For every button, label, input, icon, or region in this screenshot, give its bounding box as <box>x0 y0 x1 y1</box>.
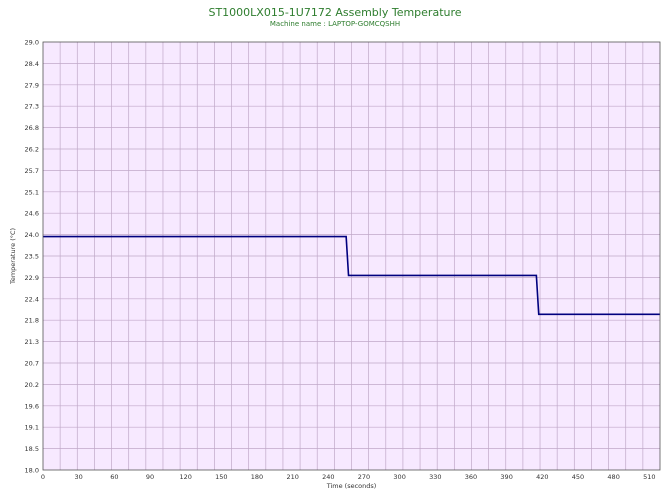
y-tick-label: 20.7 <box>25 360 39 368</box>
y-tick-label: 27.9 <box>25 81 39 89</box>
y-tick-label: 20.2 <box>25 381 39 389</box>
y-axis-label: Temperature (°C) <box>9 228 17 285</box>
y-tick-label: 26.8 <box>25 124 39 132</box>
series-group <box>43 235 660 316</box>
y-tick-label: 26.2 <box>25 146 39 154</box>
horizontal-gridlines <box>43 63 660 449</box>
x-tick-label: 210 <box>286 473 298 481</box>
x-tick-label: 90 <box>146 473 154 481</box>
x-tick-label: 270 <box>358 473 370 481</box>
y-tick-label: 22.4 <box>25 295 39 303</box>
y-tick-labels: 18.0 18.5 19.1 19.6 20.2 20.7 21.3 21.8 22.4 22.9… <box>25 39 39 475</box>
x-tick-label: 180 <box>251 473 263 481</box>
x-tick-label: 150 <box>215 473 227 481</box>
y-tick-label: 24.0 <box>25 231 39 239</box>
y-tick-label: 24.6 <box>25 210 39 218</box>
series-line <box>43 235 660 316</box>
x-tick-label: 60 <box>110 473 118 481</box>
y-tick-label: 18.5 <box>25 445 39 453</box>
y-tick-label: 25.7 <box>25 167 39 175</box>
y-tick-label: 19.1 <box>25 424 39 432</box>
chart-subtitle: Machine name : LAPTOP-GOMCQSHH <box>269 20 401 28</box>
y-tick-label: 21.8 <box>25 317 39 325</box>
x-tick-label: 300 <box>393 473 405 481</box>
x-tick-label: 240 <box>322 473 334 481</box>
y-tick-label: 28.4 <box>25 60 39 68</box>
x-axis-label: Time (seconds) <box>326 482 377 490</box>
y-tick-label: 23.5 <box>25 253 39 261</box>
x-tick-label: 480 <box>607 473 619 481</box>
y-tick-label: 21.3 <box>25 338 39 346</box>
y-tick-label: 25.1 <box>25 188 39 196</box>
chart-title: ST1000LX015-1U7172 Assembly Temperature <box>208 6 462 19</box>
y-tick-label: 22.9 <box>25 274 39 282</box>
y-tick-label: 18.0 <box>25 467 39 475</box>
x-tick-label: 30 <box>75 473 83 481</box>
plot-border <box>42 41 661 471</box>
y-tick-label: 27.3 <box>25 103 39 111</box>
y-tick-label: 19.6 <box>25 402 39 410</box>
y-tick-label: 29.0 <box>25 39 39 47</box>
x-tick-label: 420 <box>536 473 548 481</box>
x-tick-label: 330 <box>429 473 441 481</box>
x-tick-label: 360 <box>465 473 477 481</box>
x-tick-label: 120 <box>179 473 191 481</box>
x-tick-label: 0 <box>41 473 45 481</box>
x-tick-label: 510 <box>643 473 655 481</box>
x-tick-label: 450 <box>572 473 584 481</box>
x-tick-labels: 0 30 60 90 120 150 180 210 240 270 300 330 360 390 420… <box>41 473 656 481</box>
x-tick-label: 390 <box>500 473 512 481</box>
